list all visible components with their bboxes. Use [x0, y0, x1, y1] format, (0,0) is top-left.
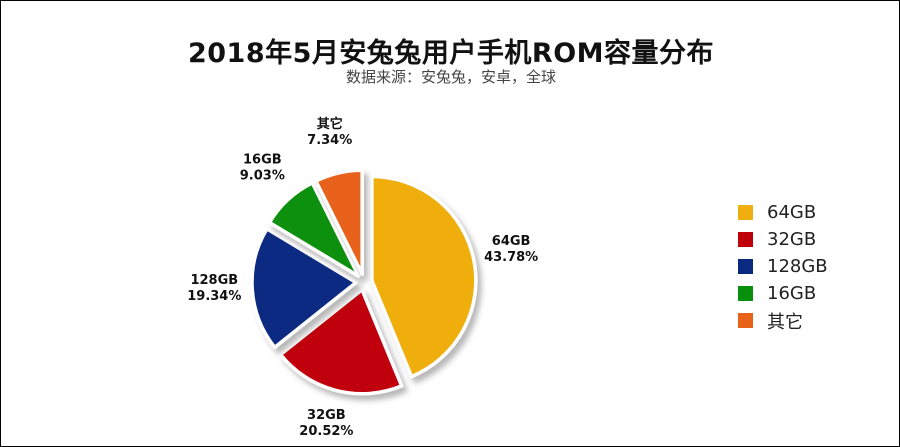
- chart-legend: 64GB 32GB 128GB 16GB 其它: [738, 199, 828, 334]
- pie-slice-32gb: [278, 287, 404, 396]
- chart-title: 2018年5月安兔兔用户手机ROM容量分布: [187, 38, 715, 69]
- slice-label-percent: 19.34%: [187, 289, 241, 304]
- pie-slice-16gb: [267, 181, 361, 278]
- legend-label-16gb: 16GB: [767, 283, 817, 304]
- slice-label-128gb: 128GB 19.34%: [187, 273, 241, 304]
- pie-slice-other: [314, 168, 364, 276]
- slice-label-64gb: 64GB 43.78%: [484, 234, 538, 265]
- slice-label-category: 16GB: [243, 153, 282, 168]
- legend-swatch-16gb: [738, 286, 753, 301]
- legend-item-64gb: 64GB: [738, 199, 828, 226]
- slice-label-32gb: 32GB 20.52%: [299, 408, 353, 439]
- slice-label-16gb: 16GB 9.03%: [240, 153, 285, 184]
- legend-label-64gb: 64GB: [767, 202, 817, 223]
- slice-label-percent: 7.34%: [307, 133, 352, 148]
- legend-label-32gb: 32GB: [767, 229, 817, 250]
- chart-subtitle: 数据来源：安兔兔，安卓，全球: [345, 68, 556, 86]
- slice-label-percent: 20.52%: [299, 424, 353, 439]
- legend-swatch-128gb: [738, 259, 753, 274]
- legend-label-other: 其它: [767, 311, 803, 333]
- slice-label-category: 其它: [317, 116, 343, 132]
- legend-item-other: 其它: [738, 307, 828, 334]
- legend-label-128gb: 128GB: [767, 256, 828, 277]
- pie-slice-128gb: [250, 227, 358, 350]
- legend-item-16gb: 16GB: [738, 280, 828, 307]
- pie-slice-64gb: [370, 174, 478, 379]
- slice-label-percent: 9.03%: [240, 169, 285, 184]
- slice-label-category: 64GB: [492, 234, 531, 249]
- legend-swatch-32gb: [738, 232, 753, 247]
- slice-label-category: 128GB: [190, 273, 238, 288]
- slice-label-other: 其它 7.34%: [307, 116, 352, 148]
- slice-label-category: 32GB: [307, 408, 346, 423]
- pie-labels: 64GB 43.78% 32GB 20.52% 128GB 19.34% 16GB 9.03%…: [187, 116, 538, 439]
- legend-item-128gb: 128GB: [738, 253, 828, 280]
- slice-label-percent: 43.78%: [484, 250, 538, 265]
- legend-swatch-64gb: [738, 205, 753, 220]
- legend-item-32gb: 32GB: [738, 226, 828, 253]
- legend-swatch-other: [738, 313, 753, 328]
- pie-slices: [250, 168, 478, 396]
